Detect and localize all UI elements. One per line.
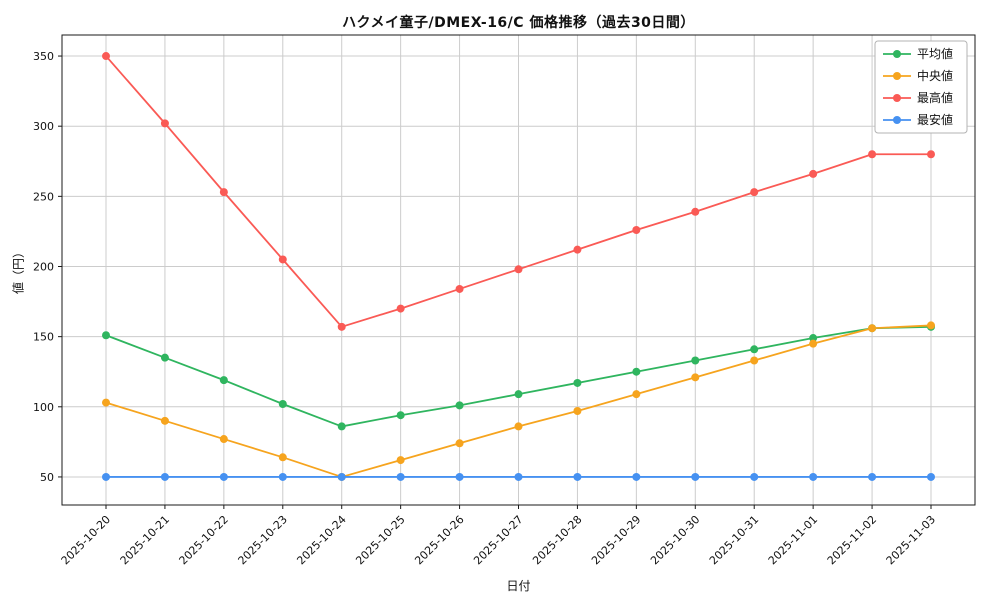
- data-point-marker: [750, 345, 759, 354]
- data-point-marker: [219, 472, 228, 481]
- data-point-marker: [160, 472, 169, 481]
- legend-label: 最高値: [917, 90, 953, 105]
- data-point-marker: [219, 188, 228, 197]
- legend-marker: [893, 72, 901, 80]
- data-point-marker: [396, 304, 405, 313]
- data-point-marker: [102, 398, 110, 407]
- y-tick-label: 50: [40, 471, 54, 484]
- data-point-marker: [396, 411, 405, 420]
- chart-title: ハクメイ童子/DMEX-16/C 価格推移（過去30日間）: [342, 15, 695, 31]
- data-point-marker: [160, 353, 169, 362]
- legend-label: 中央値: [917, 68, 953, 83]
- data-point-marker: [632, 367, 641, 376]
- x-tick-label: 2025-10-29: [589, 513, 643, 567]
- x-tick-label: 2025-10-21: [118, 513, 172, 567]
- y-tick-label: 200: [33, 260, 54, 273]
- x-tick-label: 2025-10-30: [648, 513, 702, 567]
- y-tick-label: 300: [33, 120, 54, 133]
- data-point-marker: [455, 401, 464, 410]
- data-point-marker: [868, 150, 877, 159]
- y-tick-label: 350: [33, 50, 54, 63]
- legend-label: 平均値: [917, 46, 953, 61]
- x-tick-label: 2025-10-23: [236, 513, 290, 567]
- data-point-marker: [160, 416, 169, 425]
- data-point-marker: [102, 331, 110, 340]
- data-point-marker: [809, 169, 818, 178]
- x-tick-label: 2025-10-27: [471, 513, 525, 567]
- data-point-marker: [809, 472, 818, 481]
- y-tick-label: 150: [33, 331, 54, 344]
- data-point-marker: [927, 321, 935, 330]
- x-tick-label: 2025-10-25: [353, 513, 407, 567]
- y-tick-label: 250: [33, 190, 54, 203]
- data-point-marker: [514, 472, 523, 481]
- data-point-marker: [337, 422, 346, 431]
- data-point-marker: [573, 407, 582, 415]
- x-axis-label: 日付: [506, 579, 531, 593]
- data-point-marker: [632, 390, 641, 399]
- data-point-marker: [396, 456, 405, 465]
- data-point-marker: [809, 334, 818, 343]
- data-point-marker: [868, 324, 877, 333]
- data-point-marker: [514, 422, 523, 431]
- data-point-marker: [514, 390, 523, 399]
- data-point-marker: [868, 472, 877, 481]
- data-point-marker: [455, 284, 464, 293]
- data-point-marker: [632, 472, 641, 481]
- data-point-marker: [160, 119, 169, 128]
- data-point-marker: [573, 472, 582, 481]
- data-point-marker: [927, 472, 935, 481]
- data-point-marker: [278, 472, 287, 481]
- data-point-marker: [102, 472, 110, 481]
- data-point-marker: [278, 453, 287, 462]
- x-tick-label: 2025-11-01: [766, 513, 820, 567]
- legend-marker: [893, 94, 901, 102]
- data-point-marker: [337, 472, 346, 481]
- data-point-marker: [809, 339, 818, 348]
- x-tick-label: 2025-10-24: [294, 513, 348, 567]
- data-point-marker: [102, 52, 110, 61]
- data-point-marker: [219, 376, 228, 385]
- data-point-marker: [573, 378, 582, 387]
- data-point-marker: [514, 265, 523, 274]
- x-tick-label: 2025-10-26: [412, 513, 466, 567]
- data-point-marker: [396, 472, 405, 481]
- x-tick-label: 2025-10-20: [59, 513, 113, 567]
- data-point-marker: [750, 188, 759, 197]
- data-point-marker: [632, 226, 641, 235]
- data-point-marker: [573, 245, 582, 254]
- x-tick-label: 2025-10-28: [530, 513, 584, 567]
- data-point-marker: [750, 356, 759, 365]
- x-tick-label: 2025-11-02: [825, 513, 879, 567]
- data-point-marker: [691, 373, 700, 382]
- data-point-marker: [691, 356, 700, 365]
- data-point-marker: [927, 150, 935, 159]
- data-point-marker: [455, 439, 464, 448]
- legend-box: [874, 40, 968, 134]
- legend-label: 最安値: [917, 112, 953, 127]
- legend-marker: [893, 116, 901, 124]
- data-point-marker: [219, 435, 228, 444]
- x-tick-label: 2025-10-31: [707, 513, 761, 567]
- data-point-marker: [691, 472, 700, 481]
- x-tick-label: 2025-11-03: [884, 513, 938, 567]
- y-tick-label: 100: [33, 401, 54, 414]
- data-point-marker: [750, 472, 759, 481]
- data-point-marker: [278, 399, 287, 408]
- data-point-marker: [278, 255, 287, 264]
- x-tick-label: 2025-10-22: [177, 513, 231, 567]
- data-point-marker: [691, 207, 700, 216]
- data-point-marker: [337, 322, 346, 331]
- legend-marker: [893, 50, 901, 58]
- data-point-marker: [455, 472, 464, 481]
